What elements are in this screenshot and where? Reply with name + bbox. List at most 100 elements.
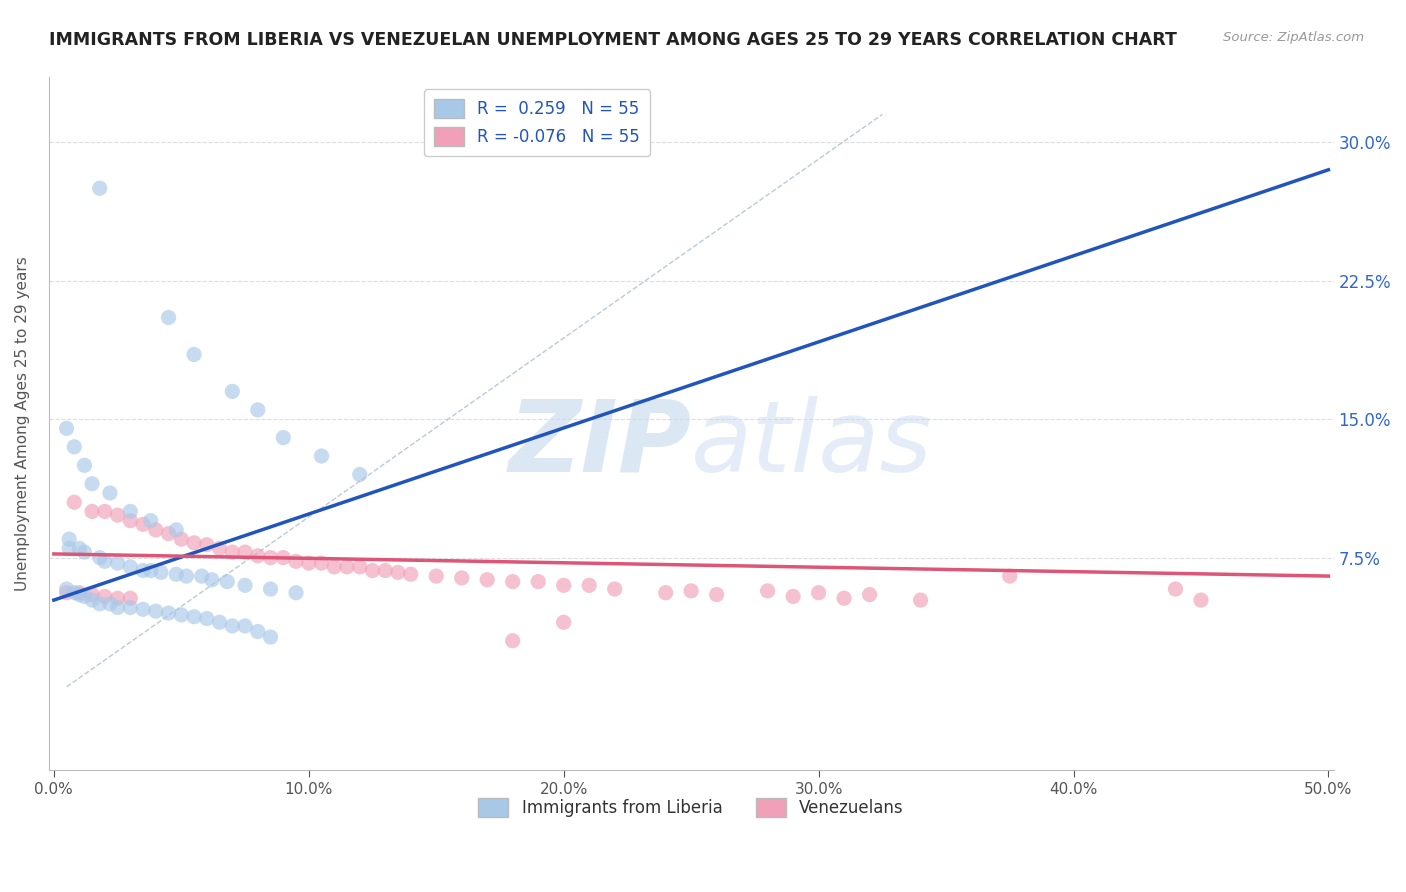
Point: [259, 630, 281, 644]
Point: [756, 583, 779, 598]
Text: atlas: atlas: [692, 396, 932, 493]
Point: [98, 486, 121, 500]
Point: [910, 593, 932, 607]
Point: [139, 514, 162, 528]
Point: [139, 564, 162, 578]
Point: [654, 585, 676, 599]
Point: [246, 402, 269, 417]
Point: [132, 602, 155, 616]
Point: [1164, 582, 1187, 596]
Point: [132, 564, 155, 578]
Point: [361, 564, 384, 578]
Point: [120, 559, 142, 574]
Point: [681, 583, 703, 598]
Point: [94, 590, 117, 604]
Point: [149, 566, 172, 580]
Point: [450, 571, 472, 585]
Point: [603, 582, 626, 596]
Point: [89, 550, 111, 565]
Point: [190, 569, 212, 583]
Point: [176, 569, 198, 583]
Point: [387, 566, 409, 580]
Point: [67, 585, 90, 599]
Point: [107, 600, 129, 615]
Point: [165, 523, 187, 537]
Point: [195, 538, 218, 552]
Point: [73, 590, 96, 604]
Point: [246, 624, 269, 639]
Point: [271, 550, 294, 565]
Point: [132, 517, 155, 532]
Point: [80, 476, 103, 491]
Point: [89, 597, 111, 611]
Point: [120, 514, 142, 528]
Point: [208, 615, 231, 630]
Point: [311, 449, 333, 463]
Point: [120, 504, 142, 518]
Point: [107, 508, 129, 523]
Point: [259, 550, 281, 565]
Point: [399, 567, 422, 582]
Point: [233, 619, 256, 633]
Point: [425, 569, 447, 583]
Point: [195, 611, 218, 625]
Point: [73, 545, 96, 559]
Point: [477, 573, 499, 587]
Point: [998, 569, 1021, 583]
Point: [94, 554, 117, 568]
Point: [553, 578, 575, 592]
Point: [80, 588, 103, 602]
Point: [706, 588, 728, 602]
Point: [221, 619, 243, 633]
Point: [183, 609, 205, 624]
Point: [107, 556, 129, 570]
Point: [502, 574, 524, 589]
Point: [170, 532, 193, 546]
Text: ZIP: ZIP: [508, 396, 692, 493]
Point: [217, 574, 239, 589]
Point: [221, 545, 243, 559]
Point: [67, 541, 90, 556]
Point: [246, 549, 269, 563]
Point: [73, 458, 96, 473]
Point: [527, 574, 550, 589]
Point: [271, 431, 294, 445]
Point: [285, 585, 308, 599]
Point: [58, 532, 80, 546]
Point: [502, 633, 524, 648]
Point: [107, 591, 129, 606]
Point: [233, 578, 256, 592]
Point: [55, 582, 77, 596]
Point: [94, 504, 117, 518]
Point: [165, 567, 187, 582]
Point: [145, 604, 167, 618]
Point: [832, 591, 855, 606]
Point: [323, 559, 346, 574]
Point: [298, 556, 321, 570]
Point: [259, 582, 281, 596]
Point: [157, 606, 180, 620]
Point: [67, 588, 90, 602]
Legend: Immigrants from Liberia, Venezuelans: Immigrants from Liberia, Venezuelans: [472, 791, 911, 824]
Text: Source: ZipAtlas.com: Source: ZipAtlas.com: [1223, 31, 1364, 45]
Text: IMMIGRANTS FROM LIBERIA VS VENEZUELAN UNEMPLOYMENT AMONG AGES 25 TO 29 YEARS COR: IMMIGRANTS FROM LIBERIA VS VENEZUELAN UN…: [49, 31, 1177, 49]
Point: [349, 559, 371, 574]
Point: [807, 585, 830, 599]
Point: [221, 384, 243, 399]
Point: [349, 467, 371, 482]
Point: [55, 585, 77, 599]
Point: [208, 541, 231, 556]
Point: [336, 559, 359, 574]
Point: [120, 600, 142, 615]
Point: [120, 591, 142, 606]
Point: [1189, 593, 1212, 607]
Point: [63, 495, 86, 509]
Point: [183, 347, 205, 361]
Point: [55, 421, 77, 435]
Point: [89, 181, 111, 195]
Point: [157, 310, 180, 325]
Point: [145, 523, 167, 537]
Point: [578, 578, 600, 592]
Point: [374, 564, 396, 578]
Point: [80, 504, 103, 518]
